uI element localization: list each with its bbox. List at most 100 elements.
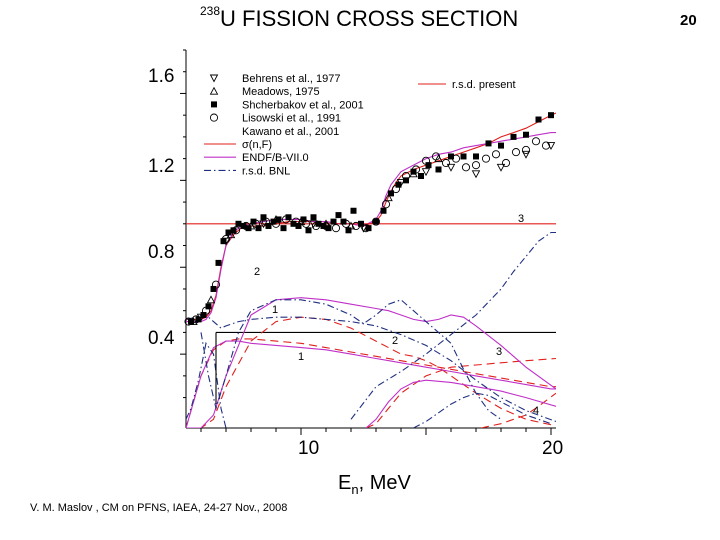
data-point [535, 116, 542, 123]
data-point [261, 217, 271, 226]
curve-number-label: 2 [254, 266, 260, 278]
data-point [358, 220, 364, 227]
data-point [461, 163, 471, 172]
data-point [380, 207, 387, 214]
footer-citation: V. M. Maslov , CM on PFNS, IAEA, 24-27 N… [30, 502, 288, 514]
data-point [330, 218, 337, 225]
data-point [451, 154, 461, 163]
data-point [346, 221, 356, 230]
x-tick-label: 10 [298, 438, 320, 459]
data-point [250, 218, 257, 225]
data-point [521, 145, 531, 154]
data-point [205, 303, 212, 310]
data-point [201, 306, 211, 315]
data-point [196, 313, 206, 322]
data-point [523, 131, 529, 138]
data-point [498, 142, 504, 149]
data-point [345, 227, 352, 234]
data-point [315, 220, 322, 227]
data-point [246, 221, 256, 230]
data-point [285, 214, 292, 221]
data-point [521, 150, 531, 159]
data-point [230, 227, 237, 234]
series-line [413, 392, 552, 428]
legend-label: r.s.d. present [452, 79, 516, 91]
data-point [195, 316, 202, 323]
data-point [434, 154, 443, 163]
data-point [371, 217, 381, 226]
data-point [189, 317, 198, 326]
data-point [206, 295, 216, 304]
data-point [441, 158, 451, 168]
data-point [300, 216, 307, 223]
data-point [471, 161, 481, 170]
legend-label: Behrens et al., 1977 [242, 73, 340, 85]
x-tick-label: 20 [542, 438, 564, 459]
y-tick-label: 1.6 [148, 66, 175, 87]
series-line [365, 357, 556, 428]
data-point [481, 154, 491, 163]
data-point [388, 190, 394, 197]
x-axis-label: En, MeV [338, 472, 411, 497]
y-tick-label: 1.2 [148, 156, 175, 177]
data-point [418, 173, 424, 179]
series-line [186, 314, 556, 423]
data-point [255, 225, 262, 232]
data-point [340, 218, 347, 225]
data-point [421, 156, 431, 165]
data-point [446, 163, 456, 172]
legend-marker [209, 113, 219, 122]
data-point [226, 230, 236, 239]
data-point [365, 225, 372, 232]
data-point [391, 184, 401, 194]
data-point [305, 227, 312, 234]
legend-label: r.s.d. BNL [242, 165, 290, 177]
y-tick-label: 0.4 [148, 328, 175, 349]
series-line [365, 379, 556, 428]
data-point [235, 220, 242, 227]
data-point [265, 222, 272, 229]
legend-label: σ(n,F) [242, 139, 272, 151]
title-mass-number: 238 [200, 4, 221, 18]
curve-number-label: 1 [272, 304, 278, 316]
data-point [275, 216, 282, 223]
data-point [435, 166, 442, 173]
data-point [546, 142, 556, 151]
legend-marker [209, 86, 219, 95]
data-point [496, 163, 506, 172]
data-point [210, 285, 217, 292]
slide-number: 20 [680, 12, 697, 29]
data-point [215, 259, 222, 266]
series-line [186, 340, 556, 428]
data-point [491, 150, 501, 159]
data-point [421, 168, 431, 177]
data-point [188, 318, 194, 325]
title-text: U FISSION CROSS SECTION [220, 6, 519, 31]
series-line [350, 231, 556, 420]
data-point [473, 153, 479, 160]
data-point [295, 222, 302, 229]
data-point [403, 177, 409, 184]
data-point [460, 153, 467, 160]
data-point [240, 222, 247, 229]
data-point [335, 212, 342, 219]
data-point [321, 221, 331, 231]
data-point [301, 219, 311, 228]
data-point [384, 193, 393, 202]
legend-marker [209, 74, 219, 83]
data-point [471, 170, 481, 179]
series-line [186, 297, 556, 428]
data-point [485, 140, 492, 147]
data-point [259, 220, 268, 229]
data-point [548, 112, 554, 119]
data-point [211, 280, 221, 289]
data-point [251, 219, 261, 228]
data-point [271, 219, 281, 228]
data-point [271, 214, 281, 223]
data-point [296, 217, 306, 226]
data-point [531, 137, 541, 146]
data-point [350, 207, 357, 214]
data-point [200, 312, 207, 319]
data-point [411, 165, 421, 174]
